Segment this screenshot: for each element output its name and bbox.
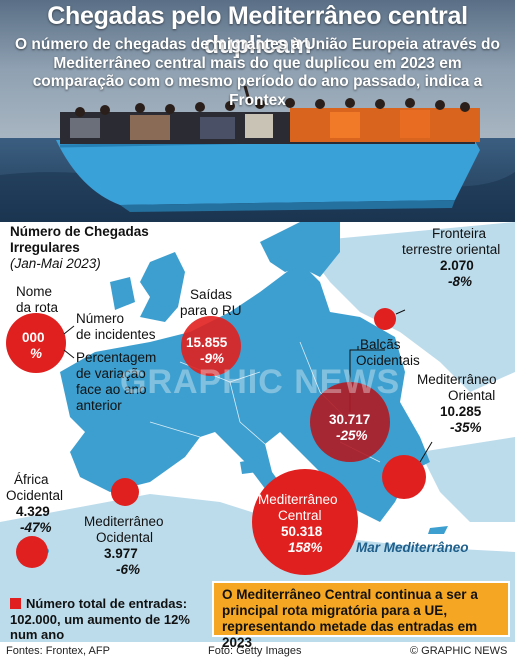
central-med-name-1: Mediterrâneo — [258, 492, 338, 507]
central-med-value: 50.318 — [281, 524, 323, 539]
turkey-land — [420, 437, 515, 522]
eastern-med-value: 10.285 — [440, 404, 482, 419]
central-med-pct: 158% — [288, 540, 323, 555]
boat-photo-illustration — [0, 0, 515, 222]
eastern-med-route-bubble — [382, 455, 426, 499]
legend-variation-4: anterior — [76, 398, 122, 413]
balkans-route-bubble — [310, 382, 390, 462]
legend-sample-value: 000 — [22, 330, 45, 345]
uk-route-name-1: Saídas — [190, 287, 233, 302]
callout-box: O Mediterrâneo Central continua a ser a … — [212, 581, 510, 650]
west-africa-pct: -47% — [20, 520, 52, 535]
eastern-land-name-2: terrestre oriental — [402, 242, 501, 257]
legend-variation-1: Percentagem — [76, 350, 157, 365]
header-photo: Chegadas pelo Mediterrâneo central dupli… — [0, 0, 515, 222]
page-subtitle: O número de chegadas de migrantes à Uniã… — [15, 36, 500, 109]
legend-heading-1: Número de Chegadas — [10, 224, 149, 239]
western-med-pct: -6% — [116, 562, 141, 577]
uk-route-bubble — [181, 316, 241, 376]
uk-land — [140, 252, 185, 322]
footer-credit: © GRAPHIC NEWS — [410, 645, 508, 657]
total-line-1: Número total de entradas: — [26, 596, 188, 611]
footer-photo: Foto: Getty Images — [208, 645, 302, 657]
balkans-pct: -25% — [336, 428, 368, 443]
legend-sample-pct: % — [30, 346, 43, 361]
callout-text: O Mediterrâneo Central continua a ser a … — [222, 587, 478, 650]
red-square-icon — [10, 598, 21, 609]
sea-label: Mar Mediterrâneo — [356, 540, 469, 555]
balkans-value: 30.717 — [329, 412, 371, 427]
west-africa-value: 4.329 — [16, 504, 50, 519]
page-title: Chegadas pelo Mediterrâneo central dupli… — [47, 2, 468, 59]
eastern-land-name-1: Fronteira — [432, 226, 487, 241]
central-med-route-bubble — [252, 469, 358, 575]
uk-route-value: 15.855 — [186, 335, 228, 350]
balkans-name-1: Balcãs — [360, 337, 401, 352]
europe-map: Número de Chegadas Irregulares (Jan-Mai … — [0, 222, 515, 642]
people-on-boat — [60, 85, 480, 144]
legend-incidents-1: Número — [76, 311, 125, 326]
balkans-name-2: Ocidentais — [356, 353, 420, 368]
legend-period: (Jan-Mai 2023) — [10, 256, 101, 271]
central-med-name-2: Central — [278, 508, 322, 523]
western-med-name-1: Mediterrâneo — [84, 514, 164, 529]
route-bubbles — [6, 308, 433, 575]
total-entries: Número total de entradas: 102.000, um au… — [10, 596, 210, 643]
western-med-route-bubble — [111, 478, 139, 506]
eastern-land-value: 2.070 — [440, 258, 474, 273]
eastern-med-name-2: Oriental — [448, 388, 496, 403]
uk-route-pct: -9% — [200, 351, 225, 366]
total-line-2: 102.000, um aumento de 12% — [10, 611, 190, 627]
west-africa-route-bubble — [16, 536, 48, 568]
legend-variation-2: de variação — [76, 366, 146, 381]
uk-route-name-2: para o RU — [180, 303, 242, 318]
legend-incidents-2: de incidentes — [76, 327, 156, 342]
legend-sample-bubble — [6, 313, 66, 373]
legend-heading-2: Irregulares — [10, 240, 80, 255]
eastern-med-pct: -35% — [450, 420, 482, 435]
eastern-land-pct: -8% — [448, 274, 473, 289]
footer-sources: Fontes: Frontex, AFP — [6, 645, 110, 657]
western-med-name-2: Ocidental — [96, 530, 154, 545]
eastern-land-route-bubble — [374, 308, 396, 330]
eastern-land — [300, 222, 515, 392]
legend-route-name-1: Nome — [16, 284, 53, 299]
legend-route-name-2: da rota — [16, 300, 59, 315]
total-line-3: num ano — [10, 627, 65, 642]
eastern-med-name-1: Mediterrâneo — [417, 372, 497, 387]
watermark: GRAPHIC NEWS — [120, 363, 401, 401]
west-africa-name-1: África — [14, 472, 49, 487]
west-africa-name-2: Ocidental — [6, 488, 64, 503]
western-med-value: 3.977 — [104, 546, 138, 561]
legend-variation-3: face ao ano — [76, 382, 147, 397]
